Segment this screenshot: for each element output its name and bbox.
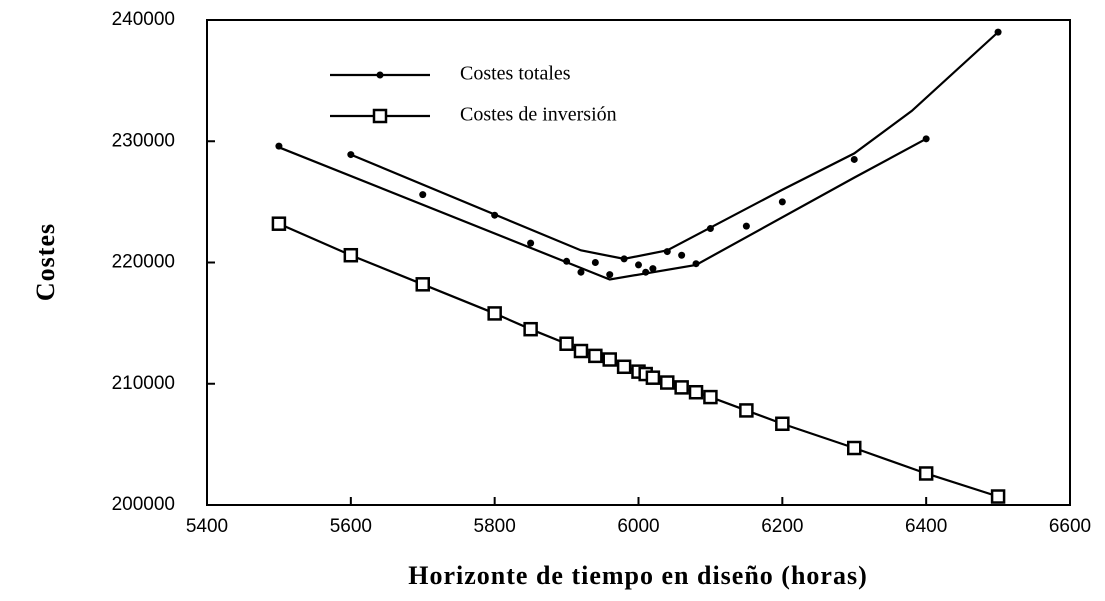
point	[642, 268, 650, 276]
point	[692, 260, 700, 268]
point	[990, 489, 1006, 504]
point	[271, 216, 287, 231]
point	[847, 440, 862, 456]
point	[706, 225, 714, 233]
legend-marker	[372, 108, 388, 124]
x-tick-label: 6400	[905, 516, 947, 537]
y-tick-label: 220000	[112, 252, 175, 273]
point	[850, 155, 858, 163]
point	[577, 268, 585, 276]
point	[663, 248, 671, 256]
point	[688, 384, 704, 400]
legend-label: Costes totales	[460, 63, 571, 85]
point	[602, 352, 617, 367]
point	[591, 259, 599, 266]
point	[523, 321, 538, 337]
point	[635, 261, 642, 269]
point	[778, 198, 786, 206]
fit-curve	[278, 137, 927, 281]
point	[487, 306, 502, 321]
x-tick-label: 5600	[330, 516, 372, 537]
y-tick-label: 240000	[112, 9, 175, 30]
legend-marker	[376, 71, 384, 79]
point	[678, 251, 686, 259]
x-tick-label: 6000	[617, 516, 659, 537]
x-axis-label: Horizonte de tiempo en diseño (horas)	[408, 561, 867, 590]
point	[573, 343, 589, 359]
point	[660, 375, 675, 390]
x-tick-label: 5400	[186, 516, 228, 537]
y-axis-label: Costes	[31, 223, 60, 301]
point	[994, 28, 1002, 36]
point	[491, 211, 499, 219]
point	[347, 151, 355, 159]
point	[742, 222, 750, 230]
point	[588, 348, 603, 364]
legend-label: Costes de inversión	[460, 104, 617, 126]
point	[415, 277, 430, 292]
point	[922, 135, 930, 143]
point	[703, 389, 718, 405]
point	[645, 370, 661, 385]
x-tick-label: 5800	[474, 516, 516, 537]
y-tick-label: 210000	[112, 373, 175, 394]
point	[563, 257, 571, 265]
fit-curve	[350, 31, 999, 260]
point	[674, 380, 689, 395]
x-tick-label: 6600	[1049, 516, 1091, 537]
point	[918, 466, 934, 481]
point	[527, 239, 535, 247]
point	[739, 403, 754, 418]
point	[343, 247, 359, 263]
point	[620, 255, 628, 263]
point	[606, 271, 614, 279]
point	[559, 336, 574, 351]
point	[419, 191, 427, 199]
y-tick-label: 200000	[112, 494, 175, 515]
y-tick-label: 230000	[112, 130, 175, 151]
point	[775, 416, 790, 432]
point	[275, 142, 283, 150]
x-tick-label: 6200	[761, 516, 803, 537]
point	[616, 359, 632, 375]
point	[649, 265, 657, 273]
